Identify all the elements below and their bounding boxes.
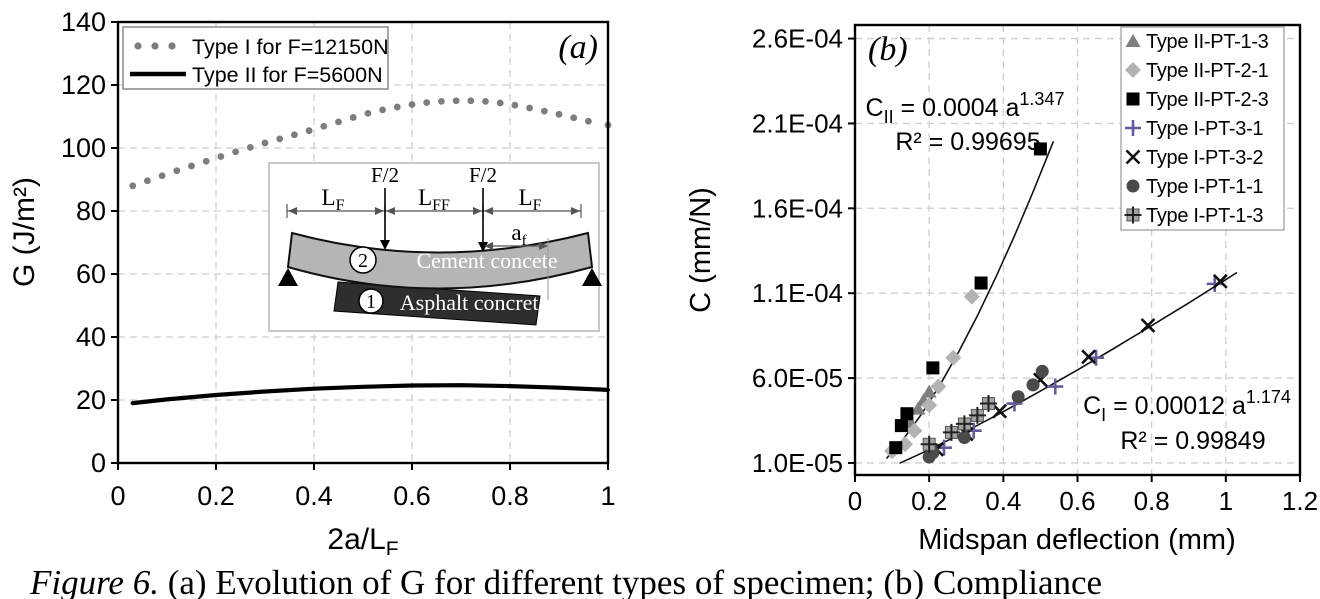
legend-a-entry-type-i: Type I for F=12150N (192, 35, 389, 59)
dim-label-af: af (511, 220, 526, 249)
cement-beam-shape (286, 231, 594, 290)
x-tick-label: 0.4 (985, 486, 1021, 516)
caption-text: (a) Evolution of G for different types o… (158, 563, 1103, 599)
x-tick-label: 0.6 (1059, 486, 1095, 516)
r-squared-type-i: R² = 0.99849 (1120, 427, 1265, 455)
legend-b-entry: Type II-PT-1-3 (1146, 31, 1269, 53)
layer-2-number: 2 (358, 250, 368, 272)
y-tick-label: 0 (91, 448, 106, 478)
x-tick-label: 1 (600, 481, 615, 511)
layer-1-number: 1 (366, 291, 376, 313)
y-tick-label: 100 (61, 133, 106, 163)
load-label-f2-right: F/2 (469, 163, 497, 187)
legend-b-entry: Type I-PT-3-2 (1146, 147, 1263, 169)
fit-equation-type-ii: CII = 0.0004 a1.347 (866, 89, 1065, 127)
legend-b: Type II-PT-1-3 Type II-PT-2-1 Type II-PT-2… (1120, 26, 1285, 231)
axes-b: 0 0.2 0.4 0.6 0.8 1 1.2 1.0E-05 6.0E-05 1.1E-04 1.… (752, 24, 1318, 516)
y-tick-label: 40 (76, 322, 106, 352)
dimension-arrowheads (288, 207, 580, 215)
y-tick-label: 6.0E-05 (752, 363, 843, 393)
caption-figure-number: Figure 6. (30, 563, 159, 599)
r-squared-type-ii: R² = 0.99695 (895, 128, 1040, 156)
legend-b-entry: Type I-PT-1-3 (1146, 205, 1263, 227)
y-tick-label: 2.1E-04 (752, 108, 843, 138)
y-tick-label: 120 (61, 70, 106, 100)
y-tick-label: 80 (76, 196, 106, 226)
chart-b-compliance: 0 0.2 0.4 0.6 0.8 1 1.2 1.0E-05 6.0E-05 1.1E-04 1.… (685, 24, 1318, 555)
dim-label-lff: LFF (418, 185, 450, 214)
panel-label-b: (b) (868, 31, 908, 68)
plot-frame-a (116, 20, 610, 465)
support-triangle-left (278, 268, 298, 286)
axes-a: 0 0.2 0.4 0.6 0.8 1 0 20 40 60 80 100 120 140 (61, 7, 616, 511)
fit-equation-type-i: CI = 0.00012 a1.174 (1083, 387, 1291, 425)
legend-b-entry: Type II-PT-2-3 (1146, 89, 1269, 111)
y-tick-label: 60 (76, 259, 106, 289)
series-type-ii-line (130, 383, 611, 406)
x-axis-label-a: 2a/LF (327, 523, 398, 555)
series-type-i-pt-1-1 (922, 364, 1049, 464)
dim-label-lf-right: LF (519, 185, 542, 214)
x-axis-label-b: Midspan deflection (mm) (918, 524, 1236, 555)
layer-2-badge (349, 246, 377, 274)
y-tick-label: 1.0E-05 (752, 448, 843, 478)
layer-1-label: Asphalt concrete (400, 290, 548, 315)
chart-a-energy-release: LF LFF LF F/2 F/2 af 2 Cement concete 1 Asphalt c… (8, 7, 616, 555)
y-tick-label: 1.1E-04 (752, 278, 843, 308)
x-tick-label: 1.2 (1282, 486, 1318, 516)
legend-b-entry: Type II-PT-2-1 (1146, 60, 1269, 82)
dim-label-lf-left: LF (322, 185, 345, 214)
load-arrow-left (380, 240, 390, 250)
legend-a: Type I for F=12150N Type II for F=5600N (122, 26, 389, 90)
x-tick-label: 0.2 (197, 481, 235, 511)
x-tick-label: 0.8 (491, 481, 529, 511)
load-arrow-right (478, 242, 488, 252)
y-axis-label-b: C (mm/N) (685, 187, 717, 313)
inset-specimen-diagram: LF LFF LF F/2 F/2 af 2 Cement concete 1 Asphalt c… (268, 162, 602, 332)
legend-b-entry: Type I-PT-1-1 (1146, 176, 1263, 198)
y-axis-label-a: G (J/m²) (8, 177, 41, 287)
x-tick-label: 0.8 (1134, 486, 1170, 516)
y-tick-label: 2.6E-04 (752, 24, 843, 54)
load-label-f2-left: F/2 (371, 163, 399, 187)
y-tick-label: 140 (61, 7, 106, 37)
asphalt-beam-shape (333, 281, 541, 326)
x-tick-label: 0.2 (911, 486, 947, 516)
x-tick-label: 0.4 (295, 481, 333, 511)
x-tick-label: 0 (848, 486, 862, 516)
series-type-ii-pt-2-3 (889, 142, 1047, 455)
figure-caption: Figure 6. (a) Evolution of G for differe… (30, 563, 1320, 599)
panel-label-a: (a) (558, 29, 598, 66)
y-tick-label: 20 (76, 385, 106, 415)
legend-b-entry: Type I-PT-3-1 (1146, 118, 1263, 140)
support-triangle-right (582, 268, 602, 286)
x-tick-label: 0 (110, 481, 125, 511)
y-tick-label: 1.6E-04 (752, 193, 843, 223)
x-tick-label: 1 (1219, 486, 1233, 516)
layer-2-label: Cement concete (416, 248, 557, 273)
legend-a-entry-type-ii: Type II for F=5600N (192, 63, 383, 87)
layer-1-badge (358, 288, 384, 314)
x-tick-label: 0.6 (393, 481, 431, 511)
series-type-i-pt-1-3 (920, 395, 997, 453)
